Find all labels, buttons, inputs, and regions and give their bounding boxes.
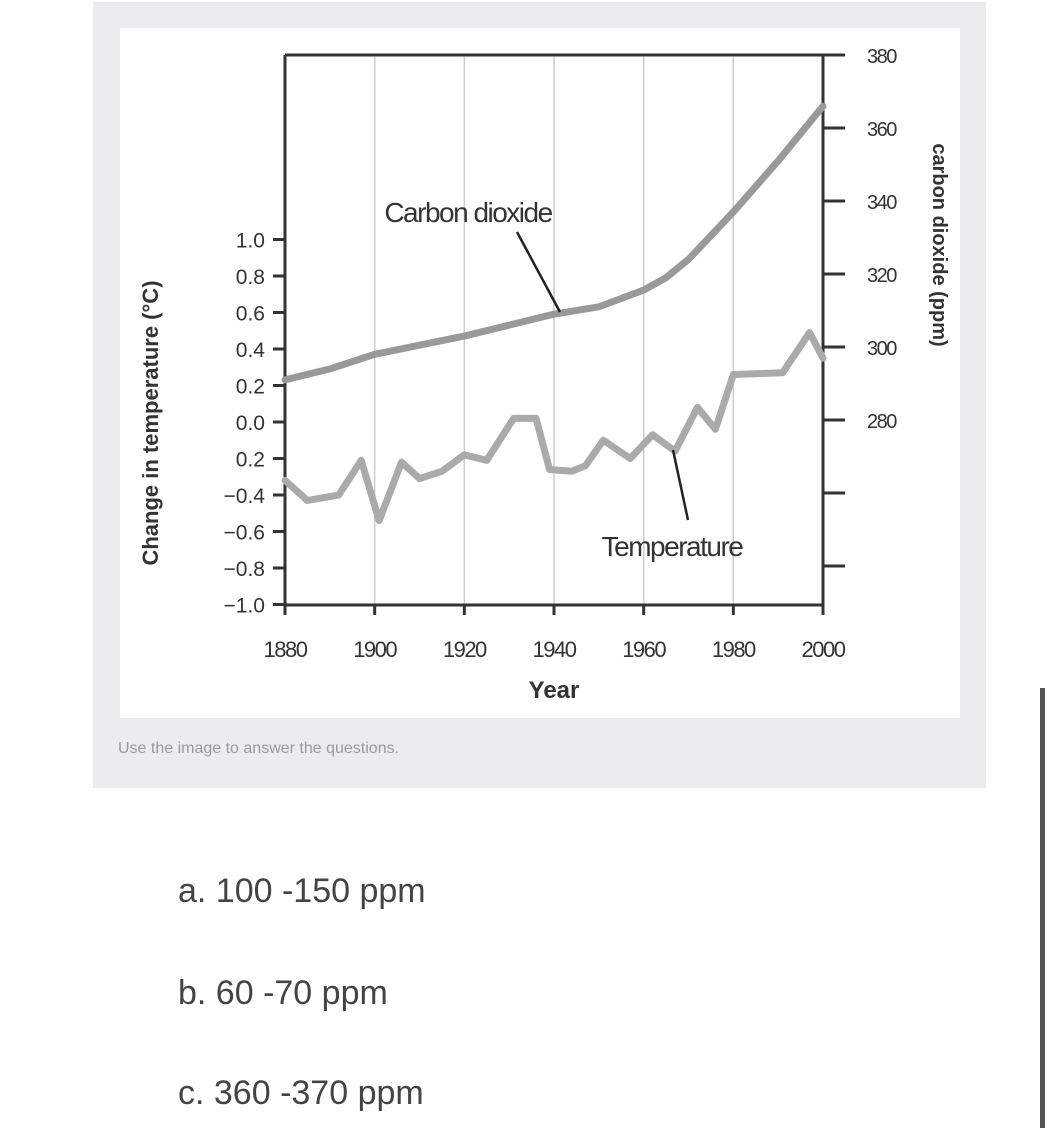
scrollbar[interactable]: [1040, 688, 1045, 1128]
left-tick-label: −0.4: [224, 485, 266, 508]
option-a[interactable]: a. 100 -150 ppm: [178, 872, 426, 910]
annotation-carbon-dioxide: Carbon dioxide: [384, 197, 552, 228]
annotation-temperature: Temperature: [602, 531, 744, 562]
left-tick-label: 0.0: [236, 412, 265, 435]
x-tick-label: 1880: [264, 637, 308, 662]
x-tick-label: 1940: [533, 637, 577, 662]
right-tick-label: 300: [867, 338, 897, 360]
x-axis-label: Year: [529, 677, 580, 704]
right-tick-label: 340: [867, 192, 897, 214]
left-tick-label: −1.0: [224, 595, 265, 618]
left-tick-label: 0.2: [236, 449, 265, 472]
right-axis-label: carbon dioxide (ppm): [928, 143, 950, 346]
annotation-leader: [671, 449, 690, 521]
left-axis-label: Change in temperature (°C): [138, 280, 163, 565]
option-b[interactable]: b. 60 -70 ppm: [178, 974, 388, 1012]
left-tick-label: 0.2: [236, 376, 265, 399]
co2-temperature-chart: 1880 1900 1920 1940 1960 1980 2000 Year 1.0 0.8 0.…: [138, 46, 950, 704]
right-tick-label: 280: [867, 411, 897, 433]
x-tick-label: 1920: [443, 637, 487, 662]
left-tick-label: 1.0: [236, 230, 265, 253]
series-carbon-dioxide: [281, 102, 827, 384]
left-tick-label: −0.8: [224, 558, 265, 581]
right-tick-label: 360: [867, 119, 897, 141]
series-temperature: [281, 329, 827, 525]
image-caption: Use the image to answer the questions.: [118, 740, 400, 757]
left-tick-label: 0.8: [236, 266, 265, 289]
x-tick-label: 1900: [353, 637, 397, 662]
x-tick-label: 1960: [622, 637, 666, 662]
chart-panel: [120, 28, 960, 718]
right-tick-label: 380: [867, 46, 897, 68]
x-tick-label: 1980: [712, 637, 756, 662]
annotation-leader: [515, 231, 562, 313]
option-c[interactable]: c. 360 -370 ppm: [178, 1074, 424, 1112]
right-tick-label: 320: [867, 265, 897, 287]
x-tick-label: 2000: [802, 637, 846, 662]
left-tick-label: 0.4: [236, 339, 266, 362]
left-tick-label: −0.6: [224, 522, 265, 545]
left-tick-label: 0.6: [236, 303, 265, 326]
